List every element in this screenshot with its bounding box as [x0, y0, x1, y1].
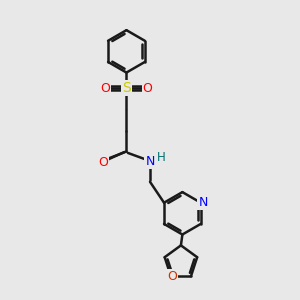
Text: O: O — [167, 270, 177, 283]
Text: H: H — [157, 151, 166, 164]
Text: O: O — [143, 82, 153, 95]
Text: O: O — [98, 156, 108, 169]
Text: N: N — [198, 196, 208, 209]
Text: S: S — [122, 81, 131, 95]
Text: N: N — [145, 155, 155, 168]
Text: O: O — [100, 82, 110, 95]
